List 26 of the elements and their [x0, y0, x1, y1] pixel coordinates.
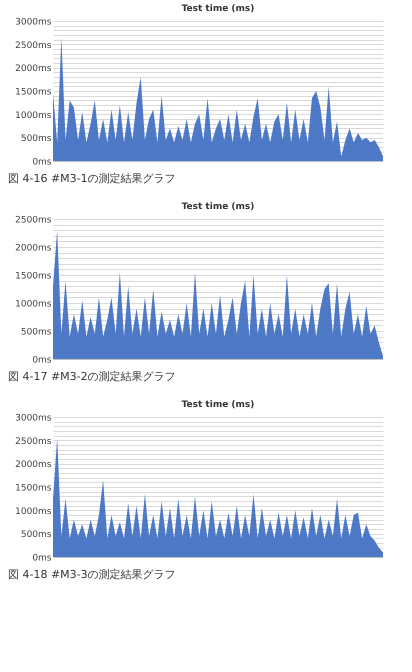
chart-title: Test time (ms)	[182, 4, 254, 14]
y-tick-label: 2000ms	[15, 244, 52, 254]
y-tick-label: 3000ms	[15, 414, 52, 424]
y-tick-label: 500ms	[20, 134, 52, 144]
y-tick-label: 1500ms	[15, 88, 52, 98]
y-tick-label: 1000ms	[15, 300, 52, 310]
y-tick-label: 1500ms	[15, 484, 52, 494]
y-tick-label: 1000ms	[15, 506, 52, 517]
y-tick-label: 2000ms	[15, 64, 52, 74]
y-tick-label: 1000ms	[15, 110, 52, 121]
y-tick-label: 2000ms	[15, 460, 52, 470]
chart-title: Test time (ms)	[182, 202, 254, 212]
y-tick-label: 3000ms	[15, 18, 52, 28]
caption: 図 4-16 #M3-1の測定結果グラフ	[8, 172, 176, 185]
y-tick-label: 500ms	[20, 530, 52, 540]
y-tick-label: 0ms	[32, 554, 52, 564]
y-tick-label: 1500ms	[15, 272, 52, 282]
caption: 図 4-18 #M3-3の測定結果グラフ	[8, 568, 176, 581]
y-tick-label: 2500ms	[15, 40, 52, 51]
y-tick-label: 2500ms	[15, 216, 52, 226]
y-tick-label: 0ms	[32, 356, 52, 366]
chart-title: Test time (ms)	[182, 400, 254, 410]
caption: 図 4-17 #M3-2の測定結果グラフ	[8, 370, 176, 383]
y-tick-label: 500ms	[20, 328, 52, 338]
y-tick-label: 2500ms	[15, 436, 52, 447]
y-tick-label: 0ms	[32, 158, 52, 168]
